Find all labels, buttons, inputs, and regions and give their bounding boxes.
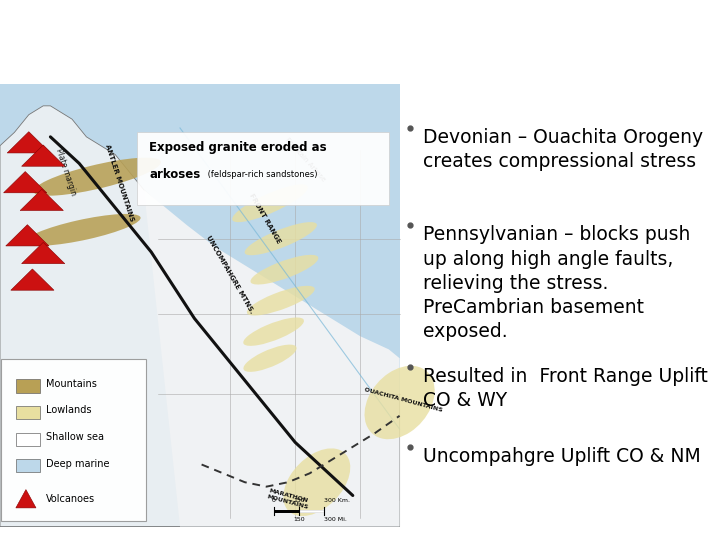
Text: 150: 150	[293, 498, 305, 503]
FancyBboxPatch shape	[1, 359, 146, 521]
Text: Resulted in  Front Range Uplift
CO & WY: Resulted in Front Range Uplift CO & WY	[423, 367, 708, 410]
Polygon shape	[7, 132, 50, 153]
Text: arkoses: arkoses	[149, 168, 200, 181]
Ellipse shape	[25, 214, 140, 246]
Text: MARATHON
MOUNTAINS: MARATHON MOUNTAINS	[266, 488, 310, 510]
Text: Shallow sea: Shallow sea	[46, 432, 104, 442]
FancyBboxPatch shape	[16, 459, 40, 472]
Ellipse shape	[232, 184, 308, 222]
Polygon shape	[22, 145, 65, 166]
Polygon shape	[11, 269, 54, 290]
Text: Fountain Arkose: Fountain Arkose	[284, 136, 327, 182]
Text: Plate margin: Plate margin	[54, 147, 78, 197]
Text: Devonian – Ouachita Orogeny
creates compressional stress: Devonian – Ouachita Orogeny creates comp…	[423, 128, 703, 171]
Text: Pennsylvanian – blocks push
up along high angle faults,
relieving the stress.
Pr: Pennsylvanian – blocks push up along hig…	[423, 225, 690, 341]
Text: ANTLER MOUNTAINS: ANTLER MOUNTAINS	[104, 143, 135, 222]
Ellipse shape	[245, 222, 317, 255]
FancyBboxPatch shape	[16, 433, 40, 446]
FancyBboxPatch shape	[137, 132, 389, 206]
Text: Lowlands: Lowlands	[46, 406, 91, 415]
Text: FRONT RANGE: FRONT RANGE	[248, 192, 282, 244]
Polygon shape	[4, 172, 47, 193]
Text: 150: 150	[293, 517, 305, 522]
Ellipse shape	[364, 366, 435, 439]
Ellipse shape	[243, 318, 304, 346]
Polygon shape	[6, 225, 49, 246]
Text: (feldspar-rich sandstones): (feldspar-rich sandstones)	[205, 170, 318, 179]
Polygon shape	[144, 190, 400, 526]
Text: Volcanoes: Volcanoes	[46, 494, 95, 504]
Text: Mountains: Mountains	[46, 379, 97, 389]
Ellipse shape	[33, 158, 161, 195]
Ellipse shape	[284, 448, 350, 516]
Polygon shape	[22, 242, 65, 264]
Bar	[0, 84, 400, 526]
Ellipse shape	[243, 345, 297, 372]
Polygon shape	[16, 490, 36, 508]
FancyBboxPatch shape	[16, 406, 40, 420]
Text: Uncompahgre Uplift CO & NM: Uncompahgre Uplift CO & NM	[423, 447, 701, 466]
Text: 0: 0	[271, 498, 276, 503]
Text: 300 Km.: 300 Km.	[324, 498, 350, 503]
FancyBboxPatch shape	[16, 380, 40, 393]
Text: Exposed granite eroded as: Exposed granite eroded as	[149, 141, 327, 154]
Text: OUACHITA MOUNTAINS: OUACHITA MOUNTAINS	[364, 387, 443, 413]
Ellipse shape	[251, 255, 318, 285]
Text: UNCOMPAHGRE MTNS.: UNCOMPAHGRE MTNS.	[205, 235, 255, 315]
Text: Deep marine: Deep marine	[46, 458, 109, 469]
Polygon shape	[0, 106, 400, 526]
Ellipse shape	[247, 286, 315, 315]
Text: 300 Mi.: 300 Mi.	[324, 517, 347, 522]
Bar	[400, 84, 720, 526]
Text: Paleozoic structure of the West: Paleozoic structure of the West	[18, 21, 720, 66]
Polygon shape	[20, 189, 63, 211]
